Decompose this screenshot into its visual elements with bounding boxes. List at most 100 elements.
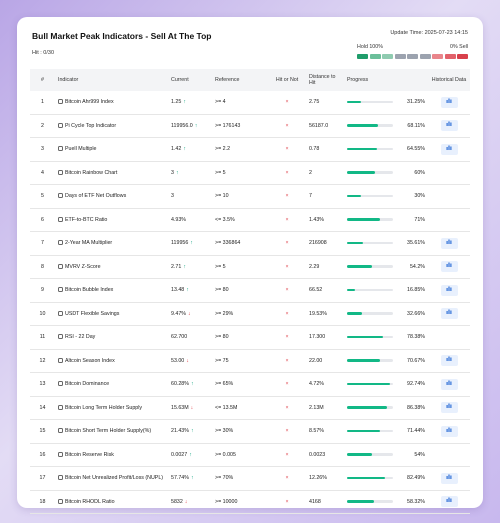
row-number: 9 bbox=[30, 278, 55, 303]
current-cell: 1.25 ↑ bbox=[168, 91, 212, 115]
indicator-icon bbox=[58, 381, 63, 387]
history-button[interactable] bbox=[440, 143, 458, 155]
progress-fill bbox=[347, 194, 361, 198]
table-row: 11 RSI - 22 Day 62.700 >= 80 × 17.300 78.38% bbox=[30, 325, 470, 350]
distance-value: 0.78 bbox=[306, 137, 344, 162]
progress-text: 68.11% bbox=[407, 122, 425, 129]
indicator-icon bbox=[58, 240, 63, 246]
history-button[interactable] bbox=[440, 472, 458, 484]
history-cell bbox=[428, 349, 470, 373]
row-number: 14 bbox=[30, 396, 55, 420]
chart-icon bbox=[446, 262, 452, 268]
progress-text: 78.38% bbox=[407, 334, 425, 341]
current-cell: 21.43% ↑ bbox=[168, 419, 212, 444]
progress-track bbox=[347, 288, 393, 292]
distance-value: 56187.0 bbox=[306, 114, 344, 138]
trend-arrow: ↓ bbox=[186, 357, 189, 364]
history-button[interactable] bbox=[440, 261, 458, 273]
progress-cell: 64.55% bbox=[344, 137, 428, 162]
reference-value: <= 13.5M bbox=[212, 396, 268, 420]
indicator-name: Puell Multiple bbox=[65, 146, 97, 153]
row-number: 12 bbox=[30, 349, 55, 373]
row-number: 6 bbox=[30, 208, 55, 232]
row-number: 2 bbox=[30, 114, 55, 138]
progress-text: 86.38% bbox=[407, 404, 425, 411]
indicator-cell: Days of ETF Net Outflows bbox=[55, 184, 168, 209]
current-value: 2.71 bbox=[171, 263, 182, 270]
distance-value: 4168 bbox=[306, 490, 344, 514]
table-row: 2 Pi Cycle Top Indicator 119956.0 ↑ >= 17614… bbox=[30, 114, 470, 138]
indicator-cell: Bitcoin Dominance bbox=[55, 372, 168, 397]
history-button[interactable] bbox=[440, 308, 458, 320]
progress-cell: 58.32% bbox=[344, 490, 428, 514]
distance-value: 2 bbox=[306, 161, 344, 185]
reference-value: >= 29% bbox=[212, 302, 268, 326]
history-button[interactable] bbox=[440, 120, 458, 132]
table-row: 9 Bitcoin Bubble Index 13.48 ↑ >= 80 × 66.52 16… bbox=[30, 278, 470, 303]
hit-status: × bbox=[268, 466, 306, 491]
column-header: Current bbox=[168, 69, 212, 91]
progress-track bbox=[347, 312, 393, 315]
history-button[interactable] bbox=[440, 237, 458, 249]
indicator-name: MVRV Z-Score bbox=[65, 263, 101, 270]
history-button[interactable] bbox=[440, 425, 458, 437]
row-number: 10 bbox=[30, 302, 55, 326]
progress-text: 92.74% bbox=[407, 381, 425, 388]
history-cell bbox=[428, 208, 470, 232]
chart-icon bbox=[446, 145, 452, 150]
progress-track bbox=[347, 171, 393, 174]
progress-cell: 70.67% bbox=[344, 349, 428, 373]
hit-count: Hit : 0/30 bbox=[32, 50, 55, 56]
history-cell bbox=[428, 372, 470, 397]
indicator-icon bbox=[58, 475, 63, 481]
current-value: 0.0027 bbox=[171, 451, 188, 458]
history-button[interactable] bbox=[440, 284, 458, 296]
progress-cell: 35.61% bbox=[344, 231, 428, 256]
indicator-icon bbox=[58, 287, 63, 293]
chart-icon bbox=[446, 286, 452, 291]
progress-fill bbox=[347, 288, 355, 292]
indicator-name: USDT Flexible Savings bbox=[65, 310, 120, 317]
indicator-cell: Pi Cycle Top Indicator bbox=[55, 114, 168, 138]
history-cell bbox=[428, 396, 470, 420]
table-row: 17 Bitcoin Net Unrealized Profit/Loss (NU… bbox=[30, 466, 470, 491]
progress-text: 54% bbox=[414, 451, 425, 458]
history-button[interactable] bbox=[440, 402, 458, 414]
history-button[interactable] bbox=[440, 355, 458, 367]
chart-icon bbox=[446, 98, 452, 103]
indicator-cell: Bitcoin Short Term Holder Supply(%) bbox=[55, 419, 168, 444]
reference-value: >= 336864 bbox=[212, 231, 268, 256]
history-cell bbox=[428, 325, 470, 350]
segment bbox=[432, 54, 443, 59]
indicator-name: Bitcoin RHODL Ratio bbox=[65, 498, 115, 505]
current-value: 1.25 bbox=[171, 99, 182, 106]
indicator-name: Bitcoin Dominance bbox=[65, 381, 110, 388]
progress-fill bbox=[347, 335, 384, 339]
indicator-cell: Bitcoin RHODL Ratio bbox=[55, 490, 168, 514]
current-value: 119956.0 bbox=[171, 122, 193, 129]
progress-track bbox=[347, 194, 393, 198]
progress-track bbox=[347, 406, 393, 409]
progress-cell: 60% bbox=[344, 161, 428, 185]
progress-text: 71% bbox=[414, 216, 425, 223]
current-cell: 9.47% ↓ bbox=[168, 302, 212, 326]
row-number: 11 bbox=[30, 325, 55, 350]
indicator-icon bbox=[58, 498, 63, 504]
progress-text: 31.25% bbox=[407, 99, 425, 106]
reference-value: >= 5 bbox=[212, 255, 268, 279]
history-button[interactable] bbox=[440, 378, 458, 390]
history-cell bbox=[428, 137, 470, 162]
distance-value: 216908 bbox=[306, 231, 344, 256]
history-cell bbox=[428, 255, 470, 279]
progress-fill bbox=[347, 171, 375, 174]
history-button[interactable] bbox=[440, 496, 458, 508]
current-value: 15.63M bbox=[171, 404, 189, 411]
trend-arrow: ↑ bbox=[183, 99, 186, 106]
row-number: 8 bbox=[30, 255, 55, 279]
reference-value: >= 4 bbox=[212, 91, 268, 115]
trend-arrow: ↑ bbox=[190, 381, 194, 388]
progress-track bbox=[347, 359, 393, 362]
current-value: 13.48 bbox=[171, 287, 185, 294]
trend-arrow: ↑ bbox=[194, 122, 198, 129]
history-button[interactable] bbox=[440, 96, 458, 108]
